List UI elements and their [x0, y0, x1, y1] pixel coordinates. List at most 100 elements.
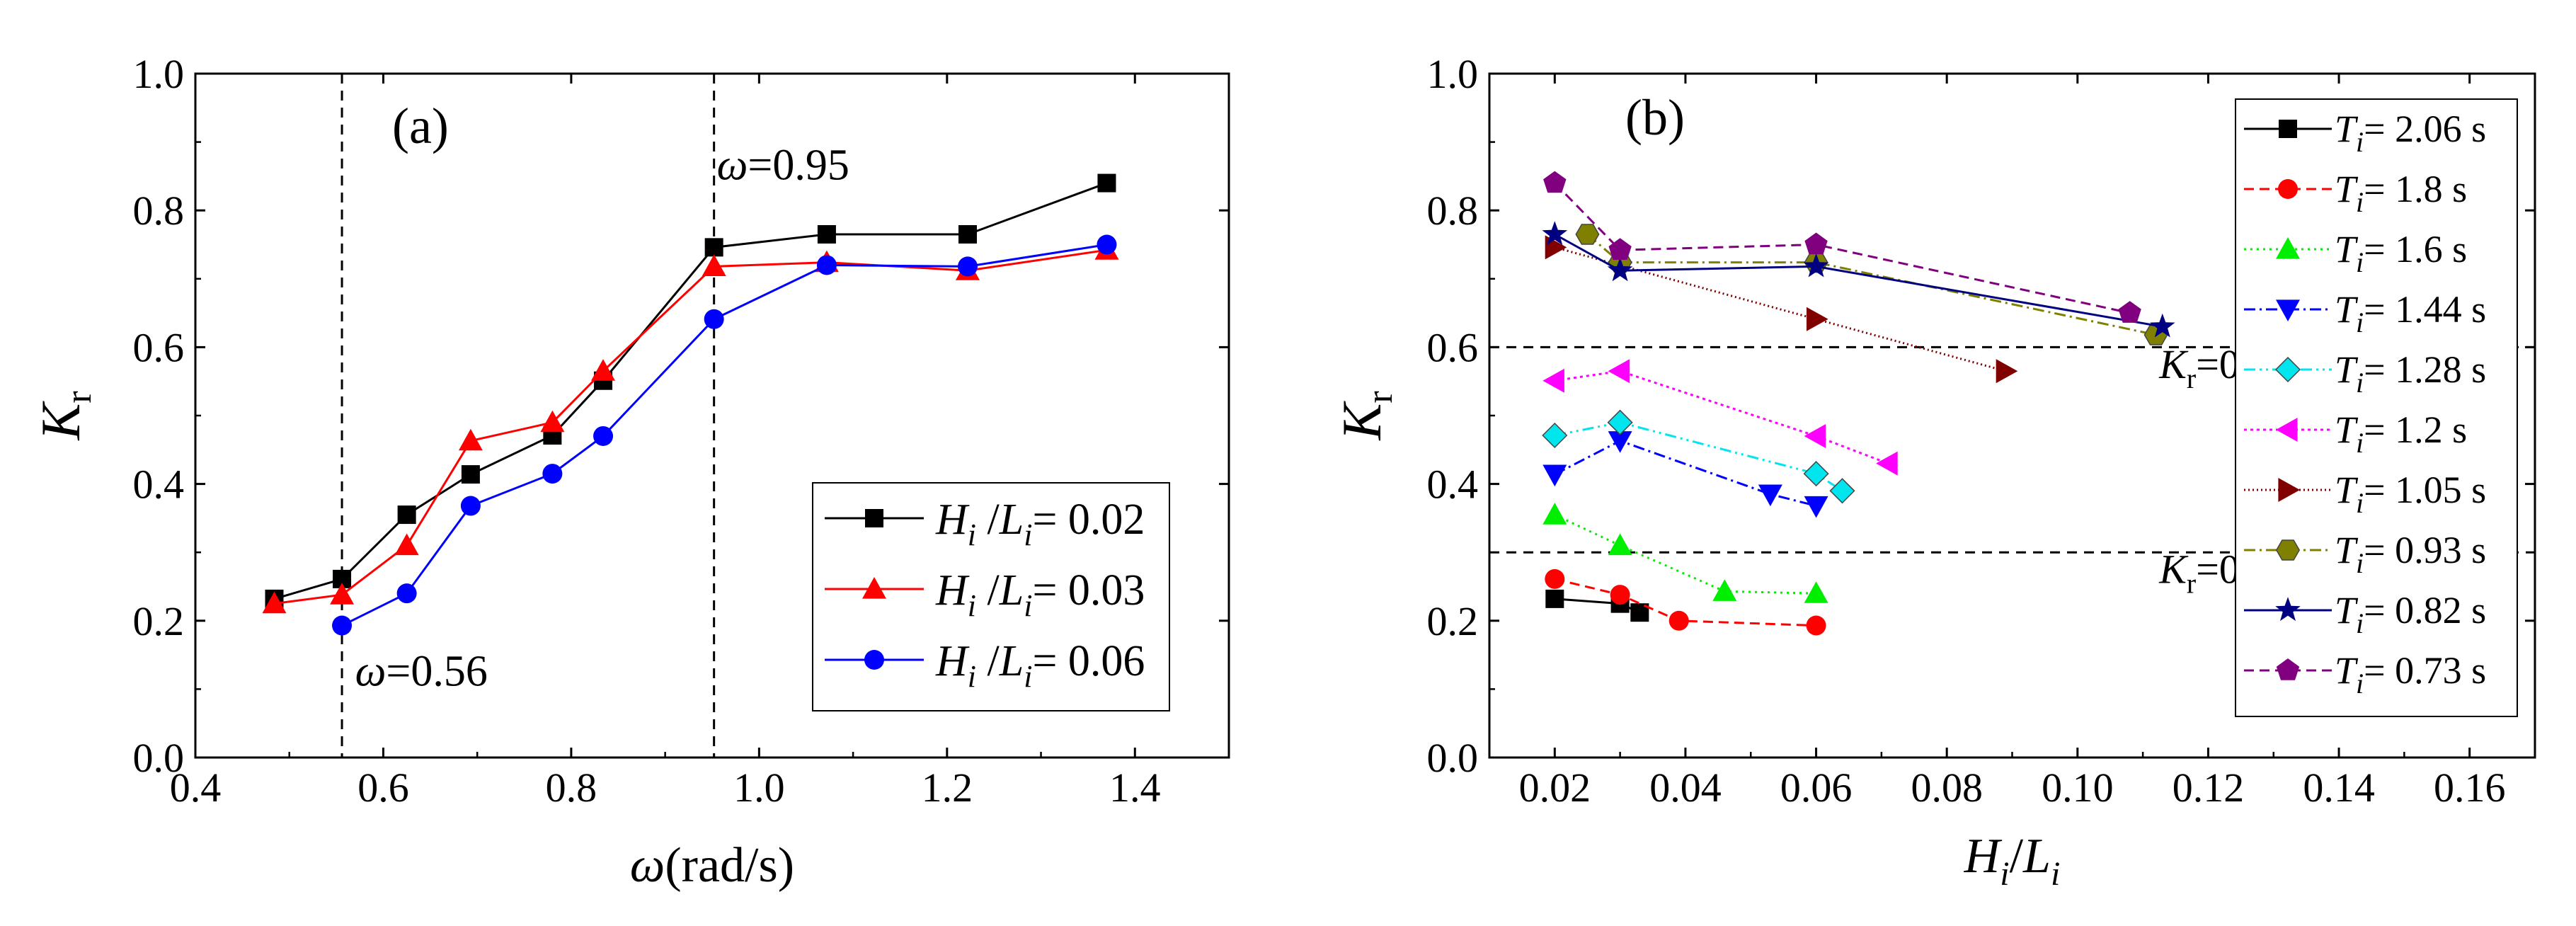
legend-h: H [935, 496, 970, 544]
legend-item: Hi /Li= 0.02 [825, 496, 1145, 552]
legend-l: L [999, 566, 1024, 615]
chart-panel-b: 0.02 0.04 0.06 0.08 0.10 0.12 0.14 0.16 0.0 0.2 0.… [1331, 51, 2536, 893]
data-point [542, 464, 563, 484]
legend-item: Ti= 1.6 s [2244, 228, 2467, 278]
series-line [1555, 421, 1843, 492]
data-point [262, 591, 287, 614]
data-point [817, 225, 836, 244]
legend-value: = 0.06 [1032, 637, 1145, 685]
legend-label: Hi /Li= 0.06 [935, 637, 1145, 694]
k-subscript: r [2187, 568, 2196, 600]
data-point [1668, 610, 1689, 631]
legend-label: Ti= 0.93 s [2335, 529, 2486, 579]
data-point [958, 225, 978, 244]
legend-h: H [935, 566, 970, 615]
legend-t: T [2335, 228, 2359, 270]
y-tick-label: 0.0 [133, 735, 185, 781]
x-axis-l: L [2022, 829, 2051, 884]
legend-item: Hi /Li= 0.03 [825, 566, 1145, 623]
x-tick-label: 0.6 [357, 765, 409, 811]
legend-value: = 2.06 s [2364, 108, 2486, 150]
data-point [332, 615, 353, 636]
data-point [1607, 257, 1633, 282]
reference-vline-label: ω=0.95 [717, 142, 849, 190]
legend-h: H [935, 637, 970, 685]
data-point [704, 309, 724, 329]
data-point [1608, 533, 1632, 556]
y-axis-label: Kr [1331, 391, 1400, 440]
data-point [704, 238, 723, 257]
data-point [1542, 368, 1564, 393]
y-tick-label: 1.0 [1427, 51, 1479, 97]
y-tick-label: 0.6 [1427, 324, 1479, 370]
data-point [397, 505, 416, 525]
legend-t: T [2335, 168, 2359, 210]
legend-marker [2278, 179, 2298, 199]
legend: Hi /Li= 0.02 Hi /Li= 0.03 Hi /Li= 0.06 [812, 482, 1170, 711]
y-tick-label: 0.4 [1427, 462, 1479, 508]
y-tick-label: 0.2 [133, 598, 185, 644]
data-point [1610, 585, 1630, 605]
reference-vline-label: ω=0.56 [355, 648, 488, 696]
legend-marker [2276, 658, 2300, 680]
y-axis-subscript: r [1360, 391, 1400, 403]
legend-t: T [2335, 108, 2359, 150]
data-point [1607, 409, 1633, 435]
legend-label: Ti= 0.82 s [2335, 589, 2486, 639]
data-point [1542, 422, 1568, 449]
data-point [1608, 431, 1632, 453]
y-tick-label: 0.6 [133, 324, 185, 370]
legend-label: Ti= 1.2 s [2335, 408, 2467, 459]
data-point [1542, 221, 1568, 246]
legend-item: Ti= 0.73 s [2244, 649, 2486, 699]
legend-value: = 0.03 [1032, 566, 1145, 615]
series-line [1554, 246, 2006, 372]
data-point [1575, 224, 1600, 245]
data-point [1806, 615, 1826, 636]
legend-item: Ti= 1.8 s [2244, 168, 2467, 218]
legend-label: Ti= 1.44 s [2335, 288, 2486, 338]
series-line [1554, 233, 2163, 328]
k-subscript: r [2187, 362, 2196, 394]
x-axis-sub: i [2000, 855, 2009, 893]
panel-label: (b) [1625, 89, 1685, 146]
legend-marker [2276, 299, 2300, 321]
legend-sub: i [2356, 126, 2364, 158]
legend-marker [2275, 597, 2301, 622]
data-point [1804, 232, 1828, 255]
legend-t: T [2335, 348, 2359, 391]
legend-marker [862, 577, 886, 599]
data-point [1804, 496, 1828, 518]
legend-t: T [2335, 589, 2359, 631]
series-2 [332, 234, 1117, 636]
legend-l: L [999, 637, 1024, 685]
legend-value: = 0.02 [1032, 496, 1145, 544]
data-point [1804, 581, 1828, 603]
data-point [458, 428, 483, 451]
legend-label: Ti= 1.28 s [2335, 348, 2486, 399]
series-5 [1542, 359, 1898, 476]
vline-value: =0.95 [748, 142, 849, 190]
data-point [2118, 301, 2141, 323]
data-point [1712, 579, 1737, 601]
x-tick-label: 0.06 [1780, 765, 1853, 811]
x-tick-label: 1.2 [922, 765, 973, 811]
y-axis-symbol: K [30, 401, 91, 441]
legend-item: Ti= 1.28 s [2244, 348, 2486, 399]
legend-value: = 1.28 s [2364, 348, 2486, 391]
legend-marker [2279, 120, 2297, 138]
data-point [702, 254, 726, 276]
data-point [1758, 484, 1782, 507]
series-4 [1542, 409, 1855, 504]
x-tick-label: 0.10 [2042, 765, 2114, 811]
data-point [1829, 478, 1855, 504]
data-point [1542, 503, 1567, 525]
x-tick-label: 0.16 [2434, 765, 2506, 811]
x-tick-label: 0.12 [2173, 765, 2245, 811]
y-tick-label: 0.8 [133, 188, 185, 234]
legend-sub: i [2356, 427, 2364, 459]
k-symbol: K [2158, 547, 2189, 593]
series-line [1554, 440, 1816, 507]
legend-marker [865, 509, 883, 527]
